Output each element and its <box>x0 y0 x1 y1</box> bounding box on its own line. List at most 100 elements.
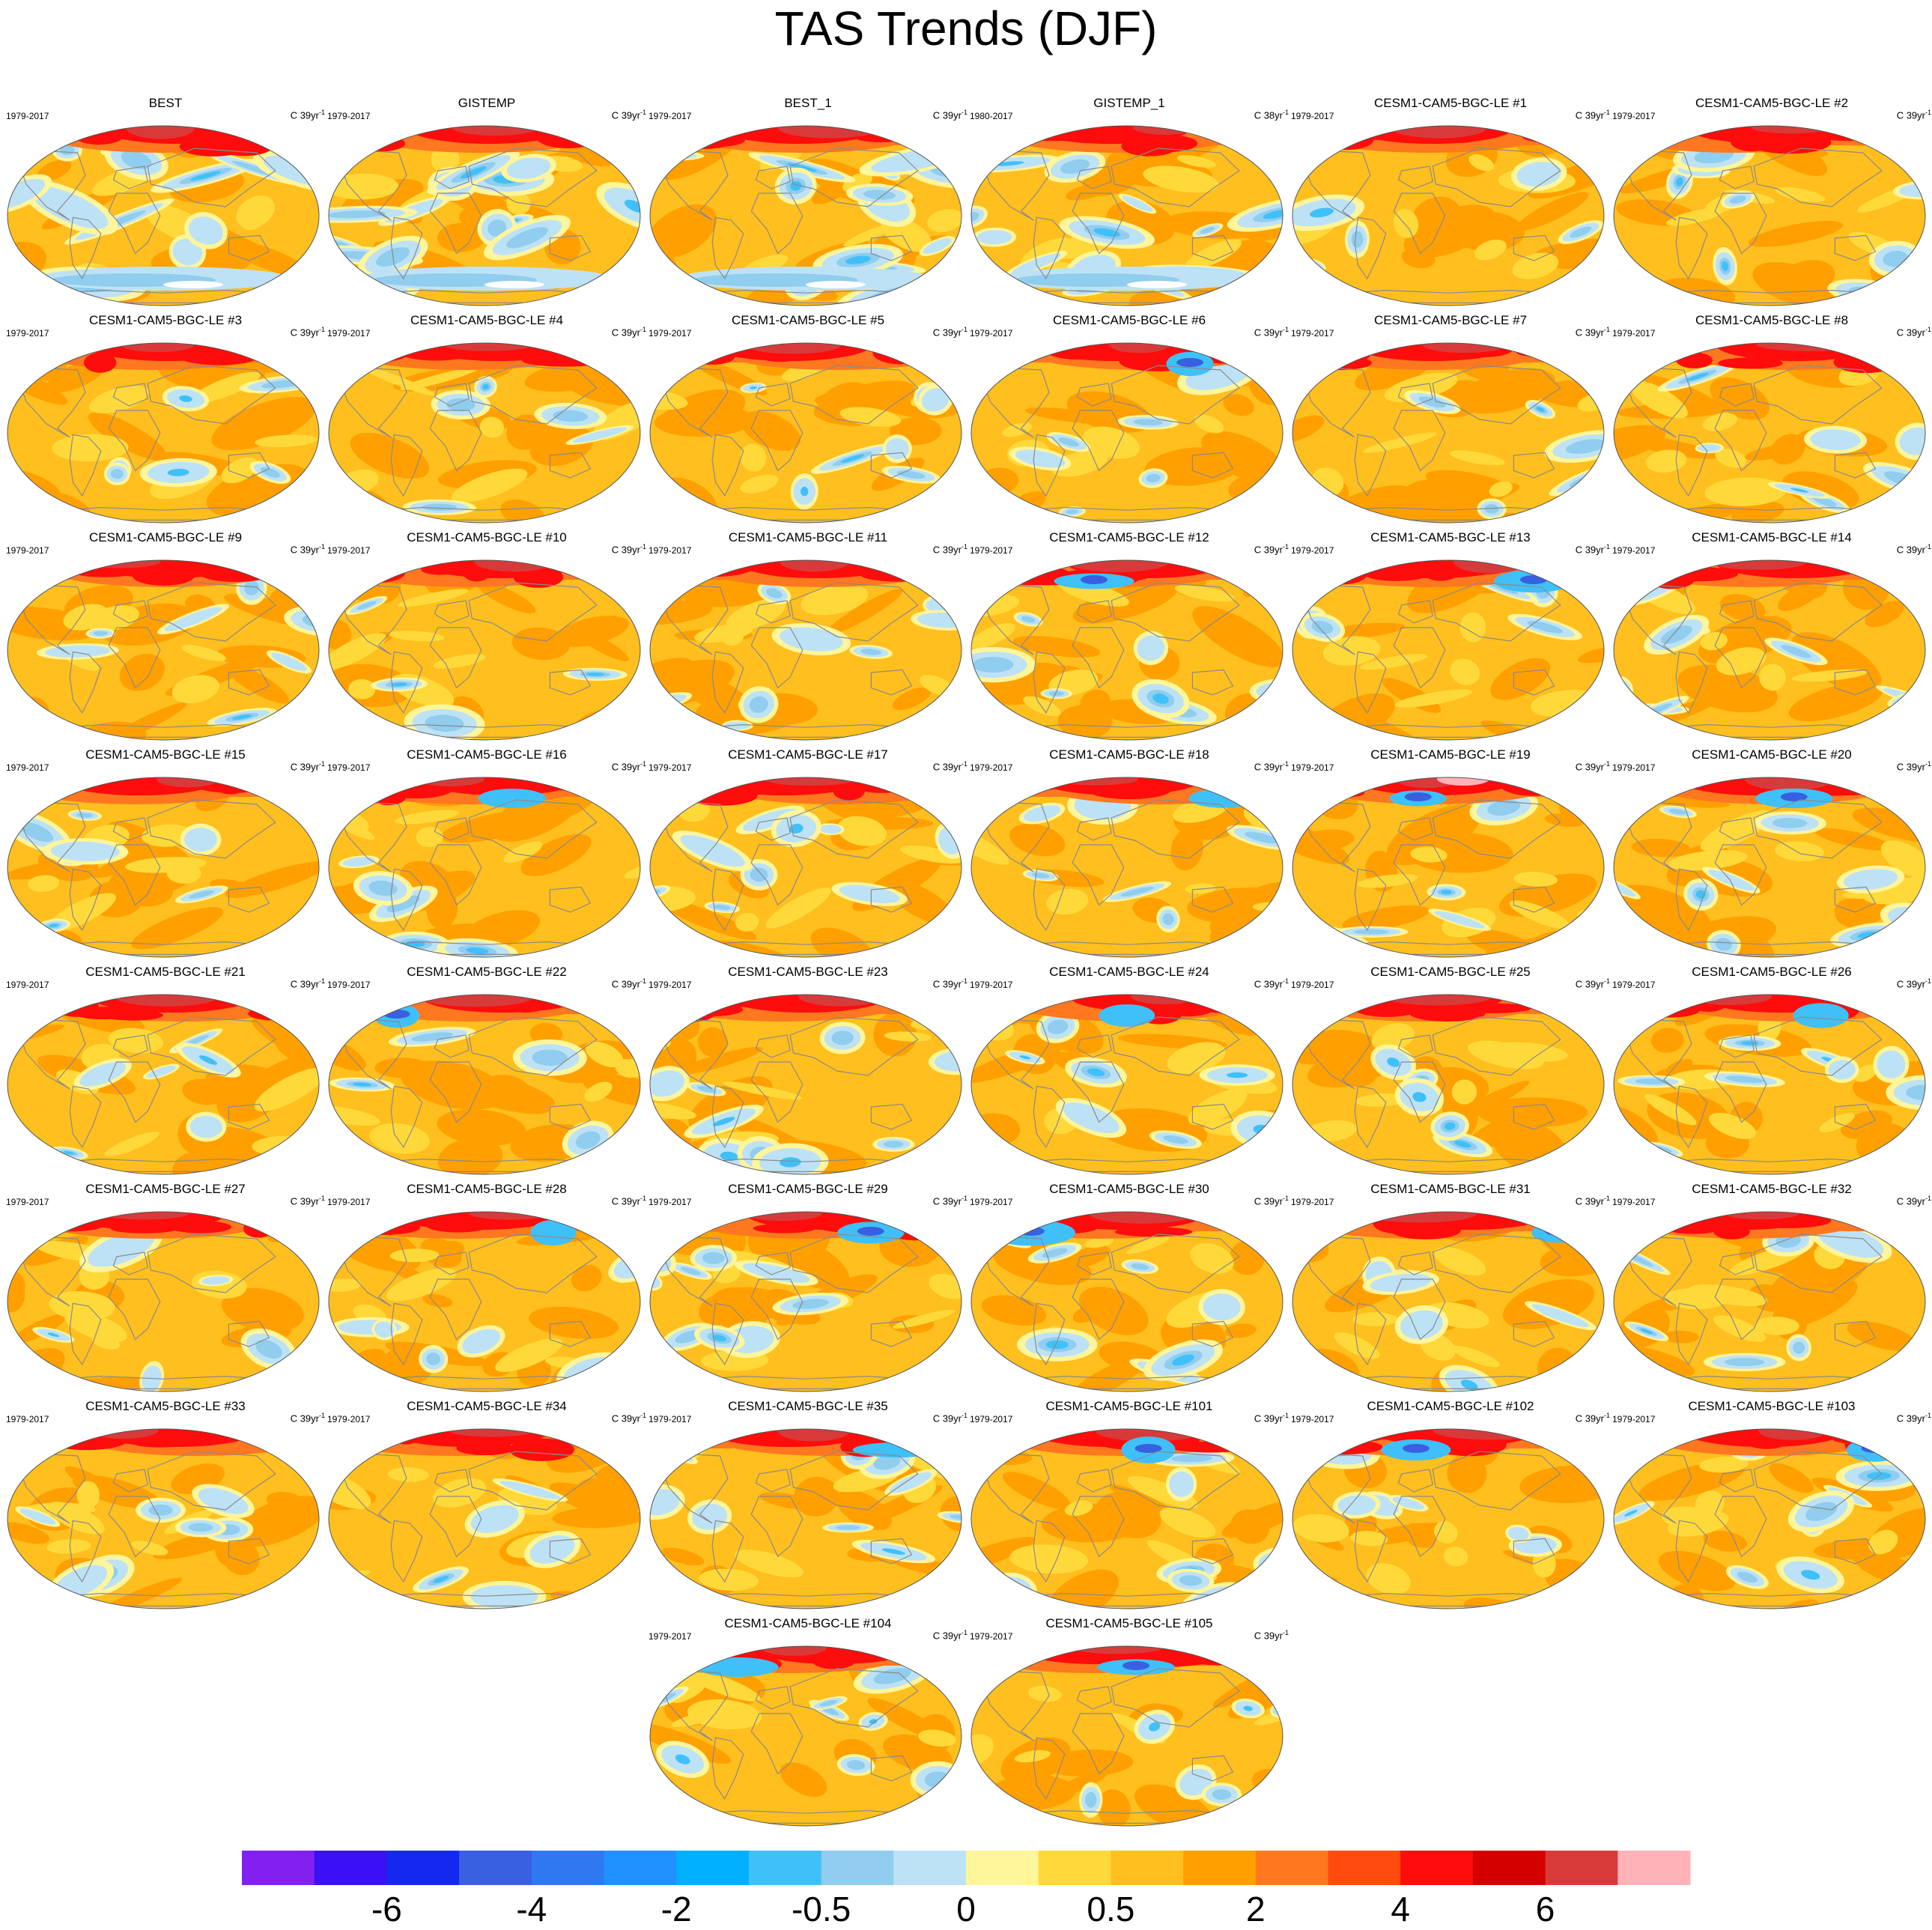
panel-units: C 39yr-1 <box>612 541 646 555</box>
panel-years: 1979-2017 <box>327 980 371 990</box>
trend-field <box>1292 126 1604 306</box>
panel-years: 1979-2017 <box>6 545 49 556</box>
panel-units-exponent: -1 <box>318 543 325 550</box>
panel-years: 1979-2017 <box>648 762 692 773</box>
panel-units-exponent: -1 <box>1603 977 1610 985</box>
panel-title: CESM1-CAM5-BGC-LE #25 <box>1370 965 1531 979</box>
colorbar-swatch <box>966 1851 1039 1885</box>
panel-units-exponent: -1 <box>1925 760 1931 768</box>
panel-years: 1979-2017 <box>327 545 371 556</box>
colorbar-tick-label: 4 <box>1391 1890 1410 1929</box>
panel-units-base: C 39yr <box>1896 109 1925 121</box>
panel-units-exponent: -1 <box>318 1195 325 1202</box>
panel-title: CESM1-CAM5-BGC-LE #15 <box>85 747 246 762</box>
panel-units-base: C 39yr <box>932 544 962 556</box>
panel-units: C 39yr-1 <box>291 541 325 555</box>
map-panel: CESM1-CAM5-BGC-LE #3 1979-2017 C 39yr-1 <box>6 313 325 524</box>
panel-title: CESM1-CAM5-BGC-LE #28 <box>407 1182 567 1196</box>
panel-years: 1979-2017 <box>1291 1414 1334 1424</box>
panel-units-exponent: -1 <box>961 326 967 333</box>
map-panel: CESM1-CAM5-BGC-LE #18 1979-2017 C 39yr-1 <box>970 747 1289 959</box>
panel-units: C 39yr-1 <box>1254 976 1289 989</box>
panel-units: C 39yr-1 <box>1254 1410 1289 1424</box>
panel-units-base: C 39yr <box>290 761 319 773</box>
colorbar-swatch <box>242 1851 315 1885</box>
panel-years: 1979-2017 <box>648 545 692 556</box>
map-panel: CESM1-CAM5-BGC-LE #6 1979-2017 C 39yr-1 <box>970 313 1289 524</box>
trend-map <box>7 777 320 958</box>
panel-units: C 39yr-1 <box>1576 759 1610 772</box>
trend-field <box>329 1429 640 1609</box>
panel-title: CESM1-CAM5-BGC-LE #20 <box>1692 747 1852 762</box>
panel-units: C 39yr-1 <box>612 324 646 338</box>
panel-units-exponent: -1 <box>1925 543 1931 550</box>
panel-title: CESM1-CAM5-BGC-LE #29 <box>728 1182 888 1196</box>
trend-field <box>650 1646 962 1826</box>
panel-units-exponent: -1 <box>961 1629 967 1636</box>
colorbar-swatch <box>1255 1851 1329 1885</box>
trend-map <box>970 1645 1284 1827</box>
panel-units-exponent: -1 <box>1925 326 1931 333</box>
colorbar-swatch <box>314 1851 387 1885</box>
panel-units: C 39yr-1 <box>933 976 967 989</box>
panel-units-exponent: -1 <box>318 760 325 768</box>
trend-field <box>7 126 319 306</box>
panel-units: C 39yr-1 <box>933 1410 967 1424</box>
trend-map <box>1292 559 1605 741</box>
trend-field <box>7 1429 319 1609</box>
panel-title: CESM1-CAM5-BGC-LE #18 <box>1049 747 1209 762</box>
panel-title: CESM1-CAM5-BGC-LE #11 <box>728 530 888 544</box>
trend-field <box>1292 995 1604 1174</box>
panel-title: CESM1-CAM5-BGC-LE #10 <box>407 530 567 544</box>
panel-units: C 39yr-1 <box>612 1410 646 1424</box>
panel-years: 1979-2017 <box>1612 111 1656 121</box>
panel-units-exponent: -1 <box>318 326 325 333</box>
map-panel: CESM1-CAM5-BGC-LE #33 1979-2017 C 39yr-1 <box>6 1399 325 1610</box>
panel-years: 1979-2017 <box>970 1414 1013 1424</box>
panel-years: 1979-2017 <box>6 762 49 773</box>
trend-field <box>1614 1212 1925 1392</box>
trend-field <box>971 1429 1283 1609</box>
panel-units-exponent: -1 <box>1282 1195 1289 1202</box>
colorbar-swatch <box>1617 1851 1691 1885</box>
panel-units-exponent: -1 <box>318 977 325 985</box>
panel-units: C 39yr-1 <box>291 107 325 121</box>
panel-units: C 39yr-1 <box>933 759 967 772</box>
panel-units-base: C 39yr <box>290 1195 319 1207</box>
panel-units-exponent: -1 <box>1282 760 1289 768</box>
trend-field <box>971 1212 1283 1392</box>
trend-map <box>1613 559 1926 741</box>
map-panel: CESM1-CAM5-BGC-LE #102 1979-2017 C 39yr-1 <box>1291 1399 1610 1610</box>
trend-field <box>7 995 319 1174</box>
trend-field <box>650 995 962 1174</box>
map-panel: CESM1-CAM5-BGC-LE #34 1979-2017 C 39yr-1 <box>327 1399 646 1610</box>
map-panel: CESM1-CAM5-BGC-LE #12 1979-2017 C 39yr-1 <box>970 530 1289 741</box>
trend-map <box>1292 1428 1605 1609</box>
panel-units-base: C 39yr <box>1254 1412 1283 1424</box>
panel-title: GISTEMP <box>458 96 516 110</box>
panel-title: CESM1-CAM5-BGC-LE #101 <box>1045 1399 1213 1413</box>
panel-years: 1979-2017 <box>1612 545 1656 556</box>
trend-map <box>7 1211 320 1392</box>
panel-units-exponent: -1 <box>640 1195 646 1202</box>
panel-units-exponent: -1 <box>1282 326 1289 333</box>
panel-units: C 39yr-1 <box>1576 1193 1610 1207</box>
panel-units: C 39yr-1 <box>291 759 325 772</box>
trend-map <box>1292 777 1605 958</box>
panel-title: CESM1-CAM5-BGC-LE #26 <box>1692 965 1852 979</box>
trend-map <box>1292 342 1605 524</box>
trend-map <box>328 1211 641 1392</box>
panel-units-base: C 39yr <box>932 1412 962 1424</box>
panel-units: C 39yr-1 <box>933 1627 967 1641</box>
panel-units-base: C 39yr <box>1575 1195 1604 1207</box>
trend-map <box>649 559 962 741</box>
panel-title: CESM1-CAM5-BGC-LE #33 <box>85 1399 246 1413</box>
panel-units-base: C 39yr <box>1896 1195 1925 1207</box>
panel-units-exponent: -1 <box>1925 1195 1931 1202</box>
panel-title: CESM1-CAM5-BGC-LE #13 <box>1370 530 1531 544</box>
colorbar-swatch <box>748 1851 822 1885</box>
panel-units: C 39yr-1 <box>933 324 967 338</box>
colorbar-swatch <box>1111 1851 1184 1885</box>
map-panel: GISTEMP 1979-2017 C 39yr-1 <box>327 96 646 307</box>
map-panel: CESM1-CAM5-BGC-LE #19 1979-2017 C 39yr-1 <box>1291 747 1610 959</box>
